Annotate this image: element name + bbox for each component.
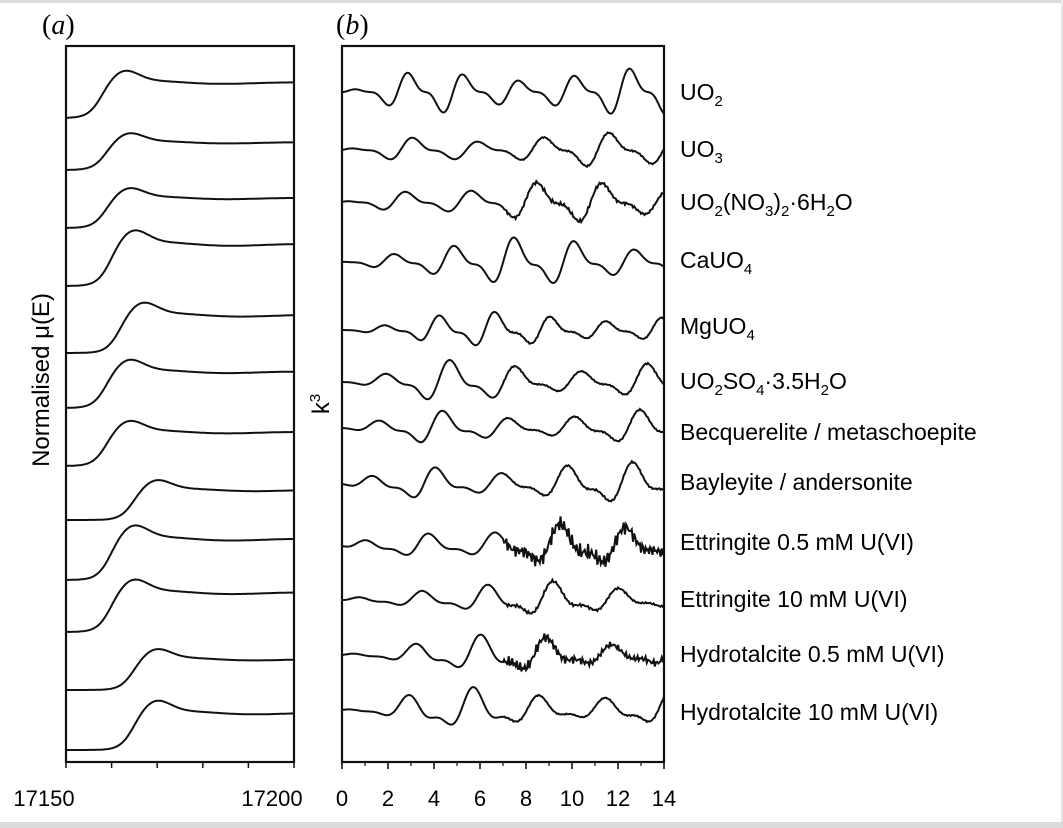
xanes-series-line	[66, 419, 294, 467]
xanes-series-line	[66, 648, 295, 691]
panel-a-y-axis-title: Normalised μ(E)	[28, 293, 55, 467]
xanes-series-line	[66, 187, 294, 229]
exafs-series-line	[342, 67, 665, 115]
panel-b-x-ticks	[341, 762, 665, 769]
series-label: Hydrotalcite 0.5 mM U(VI)	[680, 641, 945, 667]
xanes-series-line	[66, 699, 294, 751]
panel-b-series-group	[341, 67, 665, 726]
panel-a-series-group	[65, 69, 295, 751]
exafs-series-line	[341, 407, 665, 444]
panel-b-y-axis-title: k3	[307, 394, 335, 414]
xanes-series-line	[66, 301, 294, 354]
exafs-series-line	[341, 633, 665, 673]
panel-a-axes	[64, 44, 296, 764]
exafs-series-line	[342, 358, 665, 401]
xanes-series-line	[66, 132, 295, 171]
panel-a-x-tick-label: 17150	[13, 786, 74, 811]
series-label: Bayleyite / andersonite	[680, 469, 913, 495]
xanes-series-line	[66, 578, 294, 633]
exafs-series-line	[342, 311, 665, 347]
series-label: Ettringite 10 mM U(VI)	[680, 586, 908, 612]
xanes-series-line	[66, 479, 294, 521]
panel-b-x-tick-labels: 0 2 4 6 8 10 12 14	[336, 786, 676, 811]
series-label: Hydrotalcite 10 mM U(VI)	[680, 699, 938, 725]
exafs-series-line	[341, 179, 665, 225]
panel-a-x-ticks	[65, 762, 295, 768]
exafs-series-line	[341, 236, 665, 285]
exafs-series-line	[341, 131, 665, 169]
panel-b-x-tick-label: 8	[520, 786, 532, 811]
sample-labels: UO2 UO3 UO2(NO3)2·6H2O CaUO4 MgUO4 UO2SO…	[680, 79, 977, 725]
xanes-series-line	[66, 229, 294, 287]
panel-a-label: (a)	[42, 10, 75, 41]
exafs-series-line	[342, 577, 665, 615]
panel-a-x-tick-label: 17200	[241, 786, 302, 811]
series-label: Ettringite 0.5 mM U(VI)	[680, 529, 914, 555]
image-frame-top	[0, 0, 1063, 3]
exafs-series-line	[341, 459, 665, 503]
series-label: UO3	[680, 136, 723, 167]
series-label: MgUO4	[680, 313, 755, 344]
image-frame-bottom	[0, 822, 1063, 828]
panel-b-x-tick-label: 4	[428, 786, 440, 811]
panel-b-x-tick-label: 12	[606, 786, 630, 811]
exafs-series-line	[341, 516, 665, 568]
series-label: CaUO4	[680, 247, 752, 278]
panel-b-x-tick-label: 6	[474, 786, 486, 811]
panel-b-label: (b)	[336, 10, 369, 41]
panel-b-x-tick-label: 14	[652, 786, 676, 811]
series-label: UO2SO4·3.5H2O	[680, 368, 847, 399]
panel-b-x-tick-label: 10	[560, 786, 584, 811]
panel-b-x-tick-label: 2	[382, 786, 394, 811]
xanes-series-line	[66, 358, 294, 409]
xanes-series-line	[65, 69, 294, 119]
panel-b-axes	[340, 44, 666, 764]
xanes-series-line	[66, 524, 294, 581]
image-frame-right	[1061, 0, 1063, 828]
series-label: UO2	[680, 79, 723, 110]
series-label: UO2(NO3)2·6H2O	[680, 189, 853, 220]
series-label: Becquerelite / metaschoepite	[680, 419, 977, 445]
panel-b-x-tick-label: 0	[336, 786, 348, 811]
exafs-series-line	[341, 686, 665, 726]
